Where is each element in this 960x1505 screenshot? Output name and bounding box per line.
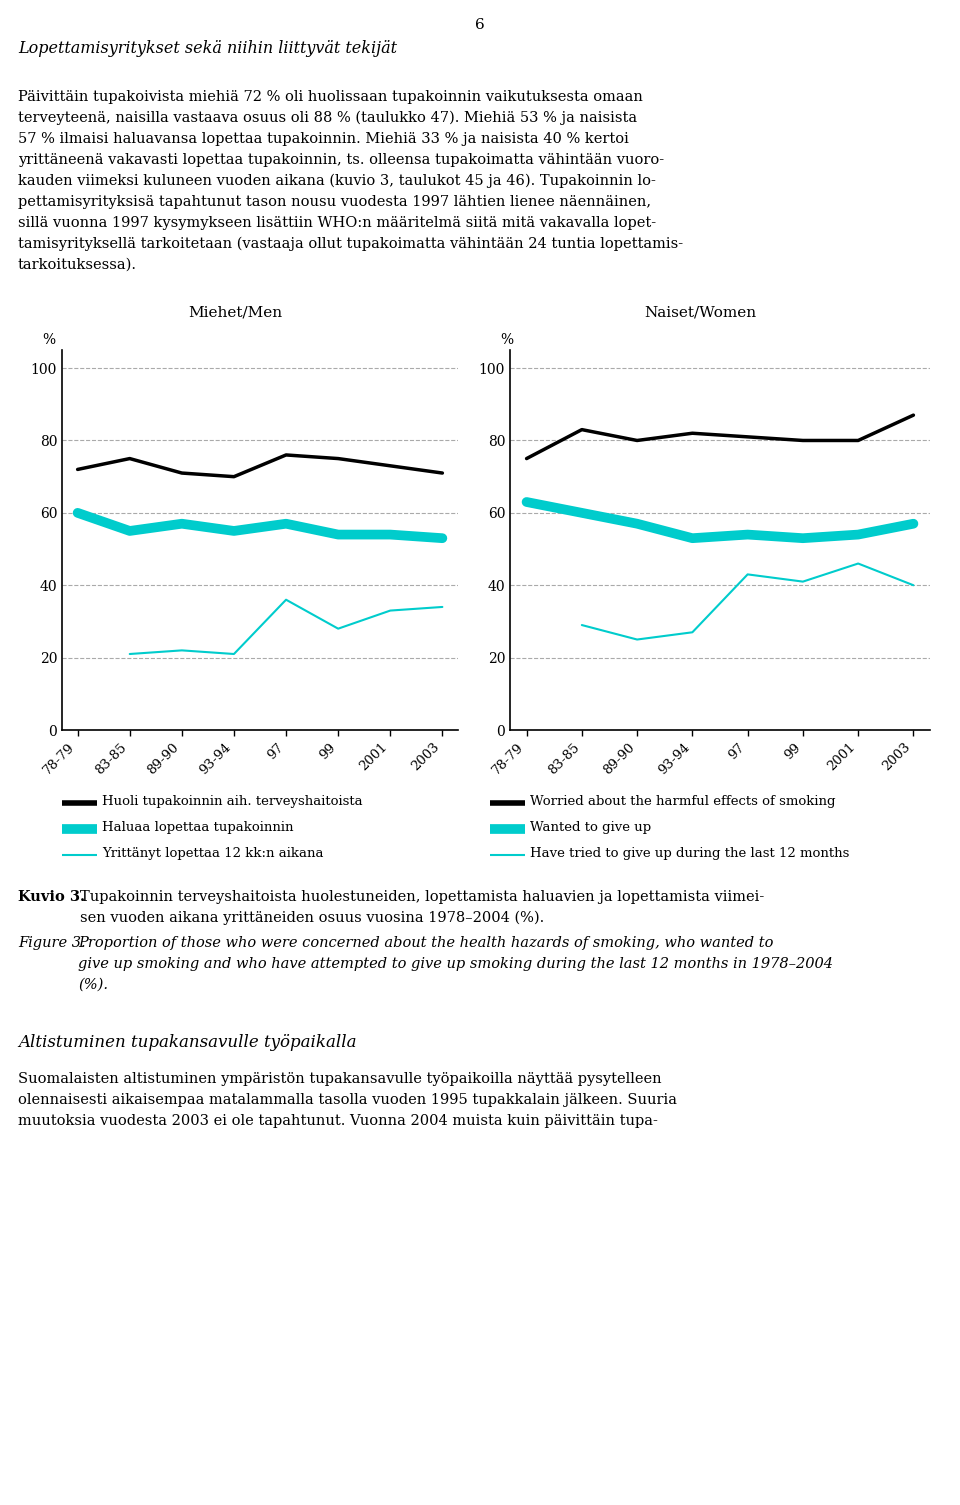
Text: Have tried to give up during the last 12 months: Have tried to give up during the last 12… [530, 847, 850, 859]
Text: muutoksia vuodesta 2003 ei ole tapahtunut. Vuonna 2004 muista kuin päivittäin tu: muutoksia vuodesta 2003 ei ole tapahtunu… [18, 1114, 658, 1129]
Text: 57 % ilmaisi haluavansa lopettaa tupakoinnin. Miehiä 33 % ja naisista 40 % kerto: 57 % ilmaisi haluavansa lopettaa tupakoi… [18, 132, 629, 146]
Text: Miehet/Men: Miehet/Men [188, 306, 282, 319]
Text: yrittäneenä vakavasti lopettaa tupakoinnin, ts. olleensa tupakoimatta vähintään : yrittäneenä vakavasti lopettaa tupakoinn… [18, 154, 664, 167]
Text: Suomalaisten altistuminen ympäristön tupakansavulle työpaikoilla näyttää pysytel: Suomalaisten altistuminen ympäristön tup… [18, 1072, 661, 1087]
Text: Haluaa lopettaa tupakoinnin: Haluaa lopettaa tupakoinnin [102, 822, 294, 834]
Text: Yrittänyt lopettaa 12 kk:n aikana: Yrittänyt lopettaa 12 kk:n aikana [102, 847, 324, 859]
Text: olennaisesti aikaisempaa matalammalla tasolla vuoden 1995 tupakkalain jälkeen. S: olennaisesti aikaisempaa matalammalla ta… [18, 1093, 677, 1108]
Text: Huoli tupakoinnin aih. terveyshaitoista: Huoli tupakoinnin aih. terveyshaitoista [102, 795, 363, 808]
Text: Naiset/Women: Naiset/Women [644, 306, 756, 319]
Text: pettamisyrityksisä tapahtunut tason nousu vuodesta 1997 lähtien lienee näennäine: pettamisyrityksisä tapahtunut tason nous… [18, 196, 651, 209]
Text: tarkoituksessa).: tarkoituksessa). [18, 257, 137, 272]
Text: Lopettamisyritykset sekä niihin liittyvät tekijät: Lopettamisyritykset sekä niihin liittyvä… [18, 41, 397, 57]
Text: Kuvio 3.: Kuvio 3. [18, 889, 85, 905]
Text: 6: 6 [475, 18, 485, 32]
Text: %: % [42, 333, 55, 348]
Text: %: % [500, 333, 514, 348]
Text: Figure 3.: Figure 3. [18, 936, 85, 950]
Text: give up smoking and who have attempted to give up smoking during the last 12 mon: give up smoking and who have attempted t… [78, 957, 833, 971]
Text: tamisyrityksellä tarkoitetaan (vastaaja ollut tupakoimatta vähintään 24 tuntia l: tamisyrityksellä tarkoitetaan (vastaaja … [18, 236, 684, 251]
Text: Worried about the harmful effects of smoking: Worried about the harmful effects of smo… [530, 795, 835, 808]
Text: sillä vuonna 1997 kysymykseen lisättiin WHO:n määritelmä siitä mitä vakavalla lo: sillä vuonna 1997 kysymykseen lisättiin … [18, 217, 656, 230]
Text: Tupakoinnin terveyshaitoista huolestuneiden, lopettamista haluavien ja lopettami: Tupakoinnin terveyshaitoista huolestunei… [80, 889, 764, 905]
Text: (%).: (%). [78, 978, 108, 992]
Text: kauden viimeksi kuluneen vuoden aikana (kuvio 3, taulukot 45 ja 46). Tupakoinnin: kauden viimeksi kuluneen vuoden aikana (… [18, 175, 656, 188]
Text: Altistuminen tupakansavulle työpaikalla: Altistuminen tupakansavulle työpaikalla [18, 1034, 356, 1050]
Text: Wanted to give up: Wanted to give up [530, 822, 651, 834]
Text: terveyteenä, naisilla vastaava osuus oli 88 % (taulukko 47). Miehiä 53 % ja nais: terveyteenä, naisilla vastaava osuus oli… [18, 111, 637, 125]
Text: sen vuoden aikana yrittäneiden osuus vuosina 1978–2004 (%).: sen vuoden aikana yrittäneiden osuus vuo… [80, 911, 544, 926]
Text: Proportion of those who were concerned about the health hazards of smoking, who : Proportion of those who were concerned a… [78, 936, 774, 950]
Text: Päivittäin tupakoivista miehiä 72 % oli huolissaan tupakoinnin vaikutuksesta oma: Päivittäin tupakoivista miehiä 72 % oli … [18, 90, 643, 104]
